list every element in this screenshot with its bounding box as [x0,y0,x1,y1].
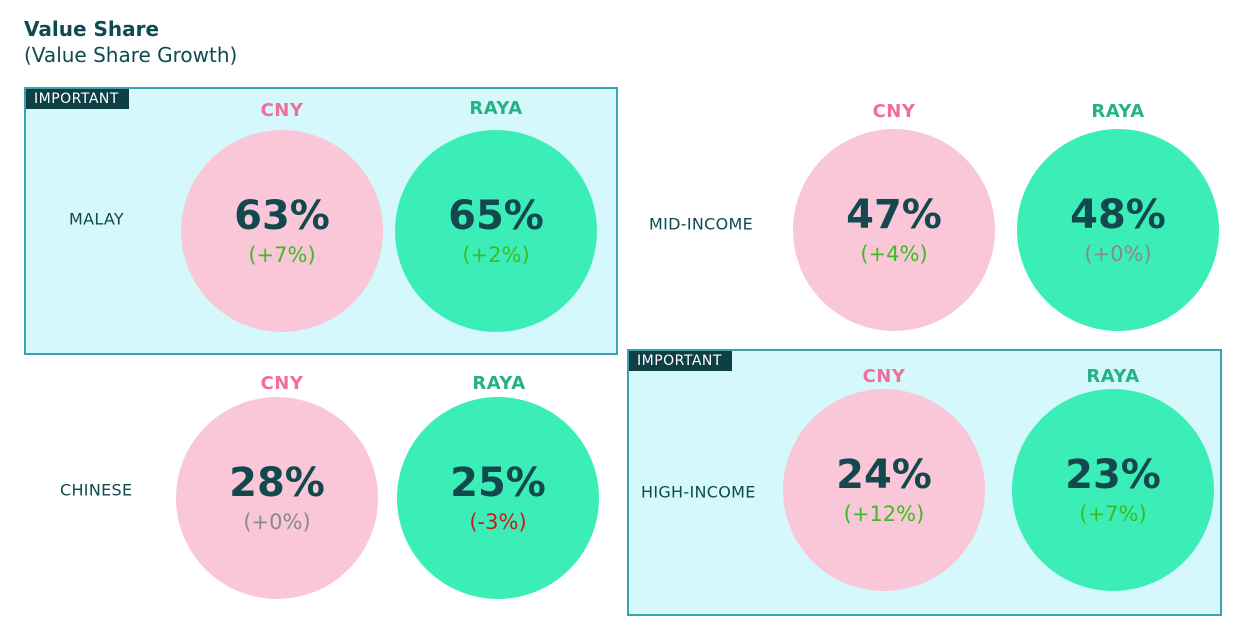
important-badge: IMPORTANT [26,89,129,109]
value-share-growth: (+7%) [248,243,316,267]
segment-label-mid-income: MID-INCOME [649,214,753,234]
value-circle-malay-cny: 63% (+7%) [181,130,383,332]
column-header-raya: RAYA [469,98,523,119]
column-header-cny: CNY [872,101,916,122]
segment-label-high-income: HIGH-INCOME [641,482,756,502]
column-header-raya: RAYA [1086,366,1140,387]
segment-label-chinese: CHINESE [60,480,133,500]
value-share: 65% [448,193,544,239]
value-circle-malay-raya: 65% (+2%) [395,130,597,332]
column-header-raya: RAYA [1091,101,1145,122]
value-circle-high-income-raya: 23% (+7%) [1012,389,1214,591]
important-badge: IMPORTANT [629,351,732,371]
segment-label-malay: MALAY [69,209,125,229]
value-share: 24% [836,452,932,498]
column-header-cny: CNY [260,373,304,394]
column-header-raya: RAYA [472,373,526,394]
value-share-growth: (-3%) [469,510,527,534]
value-share-growth: (+0%) [243,510,311,534]
value-share-growth: (+7%) [1079,502,1147,526]
value-share: 48% [1070,192,1166,238]
value-circle-chinese-cny: 28% (+0%) [176,397,378,599]
value-circle-high-income-cny: 24% (+12%) [783,389,985,591]
value-circle-mid-income-raya: 48% (+0%) [1017,129,1219,331]
value-share-growth: (+2%) [462,243,530,267]
value-share-growth: (+4%) [860,242,928,266]
value-share: 63% [234,193,330,239]
value-circle-mid-income-cny: 47% (+4%) [793,129,995,331]
value-share: 25% [450,460,546,506]
chart-subtitle: (Value Share Growth) [24,43,238,67]
column-header-cny: CNY [862,366,906,387]
column-header-cny: CNY [260,100,304,121]
chart-title: Value Share [24,17,160,41]
value-share: 23% [1065,452,1161,498]
value-share-growth: (+12%) [843,502,925,526]
value-share: 47% [846,192,942,238]
value-share: 28% [229,460,325,506]
value-share-growth: (+0%) [1084,242,1152,266]
value-circle-chinese-raya: 25% (-3%) [397,397,599,599]
